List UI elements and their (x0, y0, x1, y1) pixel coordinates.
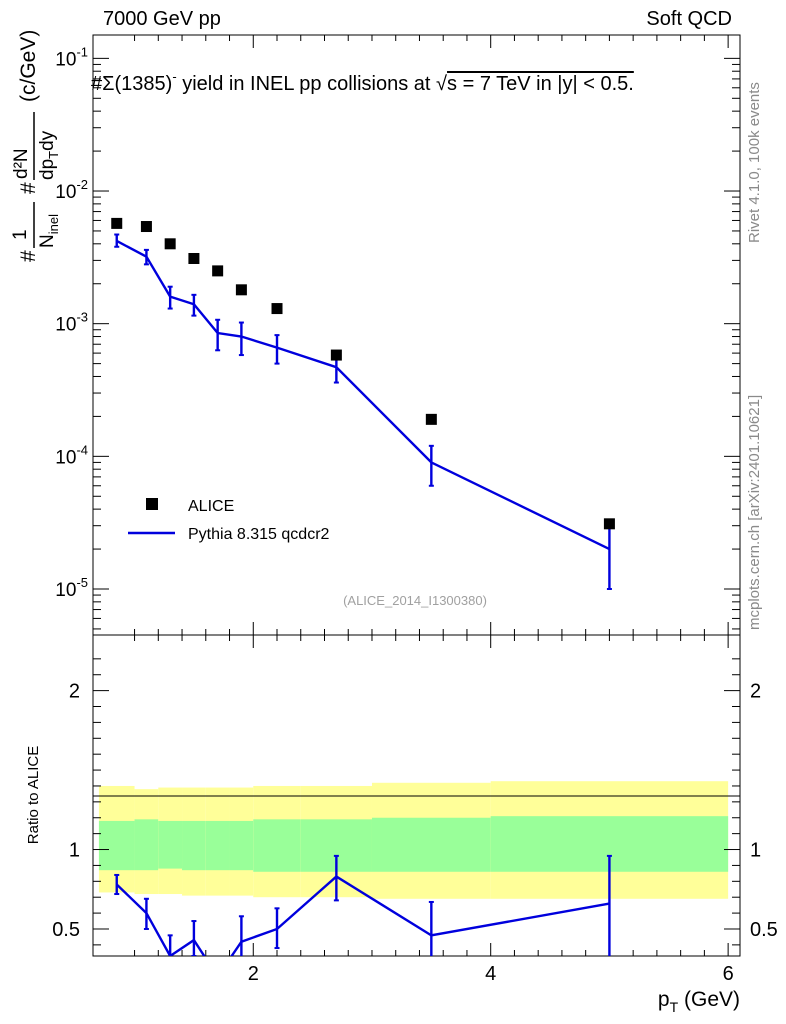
plot-title: #Σ(1385)- yield in INEL pp collisions at… (91, 69, 634, 95)
alice-data-point (425, 413, 437, 425)
uncertainty-band-inner (229, 820, 254, 871)
ratio-y-axis-label: Ratio to ALICE (25, 746, 42, 844)
ratio-y-tick-label-right: 2 (750, 681, 761, 703)
alice-data-point (111, 217, 123, 229)
y-tick-label: 10-4 (55, 442, 88, 468)
ratio-y-tick-label: 1 (69, 840, 80, 862)
svg-text:#: # (17, 250, 40, 262)
uncertainty-band-inner (253, 819, 301, 872)
alice-data-point (188, 252, 200, 264)
analysis-id-label: (ALICE_2014_I1300380) (343, 593, 487, 608)
ratio-y-tick-label: 2 (69, 681, 80, 703)
header-right: Soft QCD (646, 8, 732, 30)
legend-label-pythia: Pythia 8.315 qcdcr2 (188, 526, 330, 543)
svg-text:#: # (17, 182, 40, 194)
alice-data-point (140, 221, 152, 233)
ratio-line (115, 875, 610, 956)
alice-data-point (330, 349, 342, 361)
ratio-y-tick-label-right: 0.5 (750, 919, 778, 941)
svg-text:Ninel: Ninel (37, 214, 61, 248)
svg-text:(c/GeV): (c/GeV) (17, 30, 40, 102)
x-tick-label: 6 (723, 963, 734, 985)
ratio-plot-frame (92, 634, 741, 957)
alice-data-point (271, 303, 283, 315)
pythia-line (116, 239, 610, 551)
main-y-axis-label: # 1 Ninel # d²N dpTdy (c/GeV) (10, 30, 61, 262)
uncertainty-band-inner (205, 820, 230, 871)
x-tick-label: 4 (485, 963, 496, 985)
uncertainty-band-inner (371, 817, 491, 872)
x-tick-label: 2 (248, 963, 259, 985)
uncertainty-band-inner (134, 819, 159, 871)
ratio-y-tick-label: 0.5 (52, 919, 80, 941)
uncertainty-band-inner (182, 820, 206, 871)
sqrt-icon: √ (436, 73, 447, 95)
header-left: 7000 GeV pp (103, 8, 221, 30)
svg-text:1: 1 (10, 229, 31, 240)
y-tick-label: 10-1 (55, 44, 88, 70)
legend-marker-alice (146, 498, 158, 510)
uncertainty-band-inner (158, 820, 183, 869)
alice-data-point (235, 284, 247, 296)
ratio-y-tick-label-right: 1 (750, 840, 761, 862)
svg-text:d²N: d²N (11, 148, 32, 179)
alice-data-point (212, 265, 224, 277)
legend-label-alice: ALICE (188, 498, 234, 515)
alice-data-point (164, 238, 176, 250)
main-plot-frame (92, 34, 741, 636)
y-tick-label: 10-2 (55, 177, 88, 203)
alice-data-point (603, 518, 615, 530)
uncertainty-band-inner (98, 820, 135, 871)
y-tick-label: 10-5 (55, 575, 88, 601)
y-tick-label: 10-3 (55, 310, 88, 336)
x-axis-label: pT (GeV) (658, 988, 740, 1015)
svg-text:dpTdy: dpTdy (37, 130, 61, 180)
